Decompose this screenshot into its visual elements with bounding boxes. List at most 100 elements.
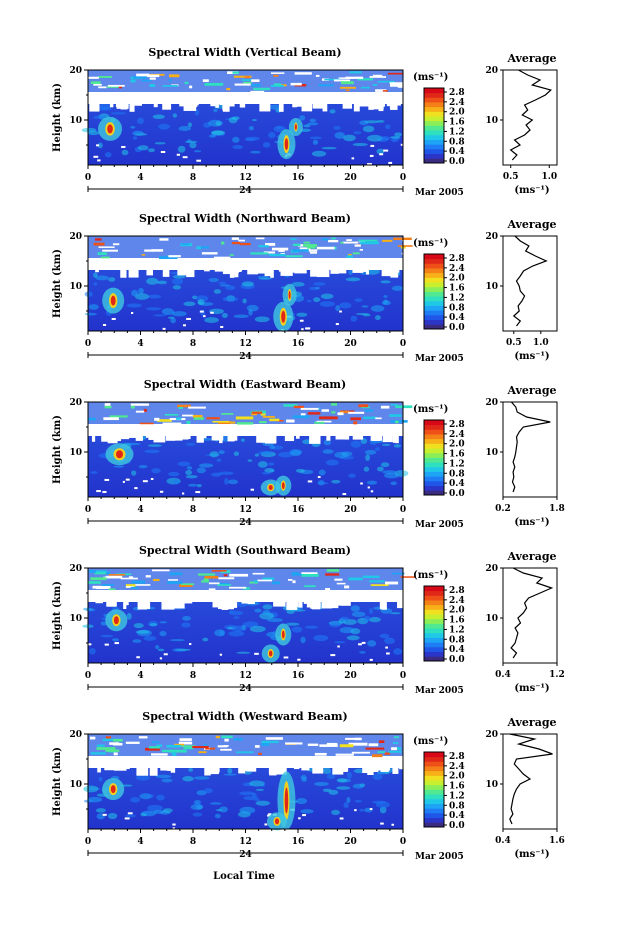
heatmap-cell <box>130 796 141 803</box>
heatmap-cell <box>104 405 112 409</box>
heatmap-cell <box>395 420 399 424</box>
heatmap-cell <box>325 459 339 466</box>
heatmap-cell <box>211 570 227 572</box>
heatmap-cell <box>89 647 96 655</box>
heatmap-cell <box>108 277 116 282</box>
x-tick-label: 0 <box>85 339 91 349</box>
missing-data-gap <box>367 486 370 489</box>
heatmap-cell <box>292 580 296 584</box>
day-label: 24 <box>239 518 252 528</box>
colorbar-swatch <box>424 144 444 150</box>
colorbar-tick-label: 0.8 <box>449 303 465 313</box>
missing-data-gap <box>343 435 350 440</box>
missing-data-gap <box>395 435 399 444</box>
heatmap-cell <box>102 249 118 252</box>
colorbar-swatch <box>424 310 444 316</box>
heatmap-cell <box>248 126 254 131</box>
heatmap-cell <box>303 241 311 244</box>
avg-y-tick-label: 20 <box>485 398 498 408</box>
heatmap-cell <box>303 124 311 128</box>
heatmap-cell <box>374 315 381 321</box>
heatmap-cell <box>154 142 166 145</box>
missing-data-gap <box>120 269 127 278</box>
missing-data-gap <box>181 492 185 495</box>
missing-data-gap <box>352 269 364 273</box>
colorbar-swatch <box>424 88 444 94</box>
colorbar-swatch <box>424 614 444 620</box>
heatmap-cell <box>88 581 101 584</box>
heatmap-cell <box>152 114 165 119</box>
heatmap-cell <box>233 738 243 741</box>
heatmap-cell <box>197 299 205 306</box>
missing-data-gap <box>371 103 384 110</box>
missing-data-gap <box>382 435 393 443</box>
x-tick-label: 16 <box>292 837 305 847</box>
missing-data-gap <box>127 812 133 815</box>
heatmap-cell <box>125 586 135 588</box>
heatmap-cell <box>314 421 325 424</box>
missing-data-gap <box>95 601 103 604</box>
heatmap-cell <box>319 744 338 747</box>
missing-data-gap <box>221 601 235 610</box>
heatmap-cell <box>271 247 289 251</box>
heatmap-cell <box>88 417 96 421</box>
heatmap-cell <box>219 284 231 287</box>
heatmap-cell <box>329 109 336 114</box>
heatmap-cell <box>372 74 383 78</box>
missing-data-gap <box>227 435 235 442</box>
heatmap-cell <box>169 74 180 78</box>
missing-data-gap <box>335 323 339 326</box>
missing-data-gap <box>165 435 176 441</box>
avg-title: Average <box>506 218 556 231</box>
colorbar-swatch <box>424 102 444 108</box>
heatmap-cell <box>171 311 187 317</box>
y-axis-label: Height (km) <box>52 747 63 816</box>
heatmap-cell <box>146 277 159 285</box>
heatmap-cell <box>335 305 341 312</box>
heatmap-cell <box>113 752 118 756</box>
heatmap-cell <box>239 242 251 246</box>
feature-core <box>281 310 286 323</box>
heatmap-cell <box>175 417 182 420</box>
missing-data-gap <box>259 103 271 112</box>
heatmap-cell <box>235 416 254 420</box>
heatmap-cell <box>232 144 244 150</box>
heatmap-cell <box>174 648 191 652</box>
missing-data-gap <box>118 435 130 440</box>
heatmap-cell <box>150 753 168 756</box>
heatmap-cell <box>309 118 317 123</box>
heatmap-cell <box>231 625 247 632</box>
missing-data-gap <box>301 767 310 771</box>
missing-data-gap <box>335 435 347 438</box>
heatmap-cell <box>362 125 375 133</box>
colorbar-tick-label: 0.4 <box>449 479 465 489</box>
colorbar-tick-label: 2.4 <box>449 596 465 606</box>
heatmap-cell <box>290 82 302 86</box>
missing-data-gap <box>228 103 235 107</box>
heatmap-cell <box>141 254 146 256</box>
heatmap-cell <box>205 747 216 750</box>
heatmap-cell <box>186 466 193 470</box>
heatmap-cell <box>339 410 350 414</box>
colorbar-swatch <box>424 780 444 786</box>
missing-data-gap <box>312 767 324 774</box>
heatmap-cell <box>321 238 329 241</box>
x-tick-label: 0 <box>85 505 91 515</box>
missing-data-gap <box>126 435 138 438</box>
heatmap-cell <box>266 631 277 637</box>
heatmap-cell <box>233 451 240 456</box>
missing-data-gap <box>186 317 191 320</box>
missing-data-gap <box>358 643 362 646</box>
heatmap-cell <box>273 83 281 86</box>
heatmap-cell <box>126 612 132 620</box>
heatmap-cell <box>181 745 196 747</box>
heatmap-cell <box>299 247 311 250</box>
colorbar-swatch <box>424 656 444 662</box>
missing-data-gap <box>121 145 126 148</box>
heatmap-cell <box>340 86 356 89</box>
avg-profile-line <box>510 401 551 493</box>
missing-data-gap <box>182 156 188 159</box>
missing-data-gap <box>295 435 300 439</box>
colorbar-tick-label: 2.8 <box>449 752 465 762</box>
colorbar-unit: (ms⁻¹) <box>413 238 448 249</box>
